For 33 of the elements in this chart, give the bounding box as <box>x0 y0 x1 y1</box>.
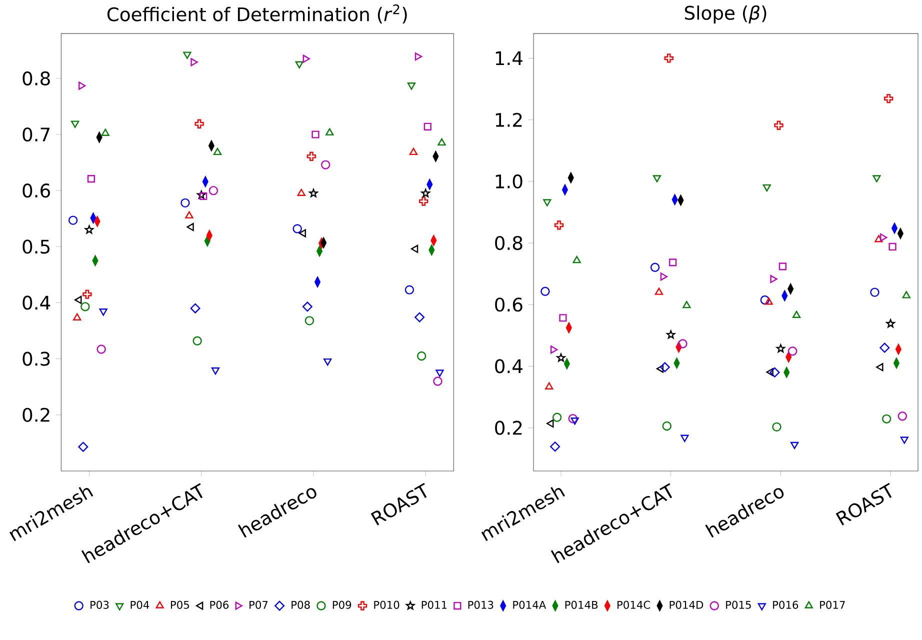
y-tick-label: 0.7 <box>22 128 50 142</box>
y-tick-label: 0.2 <box>495 420 522 436</box>
legend-label: P04 <box>130 600 150 609</box>
y-tick-label: 0.3 <box>22 352 50 366</box>
y-tick-label: 0.4 <box>495 359 522 374</box>
y-tick-label: 0.6 <box>495 298 522 312</box>
y-tick-label: 0.6 <box>22 184 50 198</box>
legend-label: P011 <box>422 600 447 609</box>
legend-label: P07 <box>250 600 268 609</box>
y-tick-label: 0.8 <box>495 236 522 250</box>
y-tick-label: 1.4 <box>496 52 522 66</box>
legend-label: P09 <box>332 600 352 609</box>
y-tick-label: 0.8 <box>22 71 50 86</box>
legend-label: P03 <box>90 600 109 609</box>
chart-title: Coefficient of Determination (r$^{2}$) <box>107 4 407 24</box>
legend-label: P08 <box>292 600 310 609</box>
legend-label: P016 <box>773 600 798 609</box>
chart-title: Slope (β) <box>684 5 766 24</box>
y-tick-label: 0.4 <box>22 296 50 310</box>
legend-label: P06 <box>210 600 229 609</box>
legend-label: P014C <box>618 600 650 609</box>
legend-label: P013 <box>468 600 494 609</box>
legend-label: P05 <box>170 600 189 609</box>
y-tick-label: 1.2 <box>496 113 522 127</box>
legend-label: P014A <box>513 600 546 609</box>
y-tick-label: 0.2 <box>22 408 50 422</box>
y-tick-label: 0.5 <box>22 240 50 254</box>
legend-label: P014B <box>565 600 598 609</box>
legend-label: P014D <box>670 600 704 609</box>
legend-label: P010 <box>374 600 400 609</box>
legend-label: P015 <box>726 600 751 609</box>
y-tick-label: 1.0 <box>496 174 522 189</box>
legend-label: P017 <box>820 600 845 609</box>
